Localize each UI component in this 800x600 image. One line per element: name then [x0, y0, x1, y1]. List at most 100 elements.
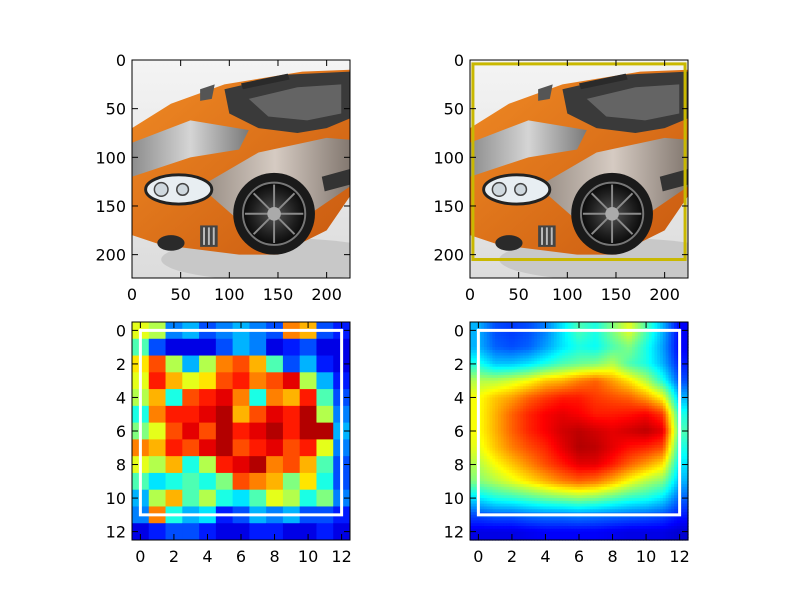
heatmap-cell	[646, 422, 650, 427]
heatmap-cell	[509, 444, 513, 449]
heatmap-cell	[634, 344, 639, 348]
heatmap-cell	[626, 464, 630, 468]
heatmap-cell	[523, 322, 527, 326]
heatmap-cell	[618, 380, 622, 385]
heatmap-cell	[646, 450, 650, 454]
heatmap-cell	[646, 458, 650, 463]
heatmap-cell	[601, 361, 605, 365]
heatmap-cell	[604, 450, 608, 454]
heatmap-cell	[570, 335, 575, 340]
heatmap-cell	[576, 377, 580, 382]
heatmap-cell	[537, 366, 541, 371]
heatmap-cell	[539, 335, 544, 340]
heatmap-cell	[534, 447, 538, 452]
heatmap-cell	[576, 347, 580, 351]
heatmap-cell	[528, 330, 533, 334]
heatmap-cell	[654, 391, 658, 396]
heatmap-cell	[679, 347, 684, 351]
heatmap-cell	[531, 322, 535, 326]
heatmap-cell	[598, 475, 602, 480]
heatmap-cell	[495, 397, 499, 401]
heatmap-cell	[609, 484, 614, 488]
heatmap-cell	[520, 324, 524, 329]
heatmap-cell	[517, 383, 521, 387]
heatmap-cell	[517, 349, 521, 354]
heatmap-cell	[654, 372, 658, 376]
heatmap-cell	[165, 338, 183, 357]
heatmap-cell	[565, 433, 569, 438]
heatmap-cell	[671, 456, 675, 460]
heatmap-cell	[685, 330, 689, 334]
heatmap-cell	[548, 447, 552, 452]
heatmap-cell	[598, 394, 602, 399]
heatmap-cell	[503, 458, 507, 463]
heatmap-cell	[618, 386, 622, 390]
heatmap-cell	[537, 444, 541, 449]
heatmap-cell	[562, 403, 566, 407]
heatmap-cell	[528, 436, 533, 440]
heatmap-cell	[654, 431, 658, 435]
heatmap-cell	[520, 436, 524, 440]
heatmap-cell	[618, 363, 622, 368]
heatmap-cell	[559, 428, 563, 432]
heatmap-cell	[523, 380, 527, 385]
heatmap-cell	[551, 344, 555, 348]
heatmap-cell	[626, 349, 630, 354]
heatmap-cell	[486, 431, 491, 435]
heatmap-cell	[620, 372, 625, 376]
heatmap-cell	[503, 481, 507, 485]
heatmap-cell	[542, 349, 547, 354]
heatmap-cell	[660, 389, 664, 393]
heatmap-cell	[606, 464, 611, 468]
heatmap-cell	[483, 428, 488, 432]
heatmap-cell	[651, 442, 656, 446]
heatmap-cell	[509, 400, 513, 404]
heatmap-cell	[542, 405, 547, 410]
heatmap-cell	[539, 375, 544, 379]
heatmap-cell	[316, 389, 334, 407]
heatmap-cell	[500, 408, 505, 413]
heatmap-cell	[472, 355, 477, 359]
heatmap-cell	[500, 341, 505, 345]
heatmap-cell	[232, 472, 250, 491]
heatmap-cell	[581, 383, 586, 387]
heatmap-cell	[517, 486, 521, 491]
heatmap-cell	[648, 377, 653, 382]
heatmap-cell	[634, 433, 639, 438]
heatmap-cell	[509, 377, 513, 382]
heatmap-cell	[623, 380, 628, 385]
heatmap-cell	[478, 349, 482, 354]
heatmap-cell	[565, 372, 569, 376]
heatmap-cell	[623, 372, 628, 376]
heatmap-cell	[486, 361, 491, 365]
heatmap-cell	[567, 383, 572, 387]
heatmap-cell	[565, 352, 569, 357]
heatmap-cell	[609, 453, 614, 457]
heatmap-cell	[517, 478, 521, 482]
heatmap-cell	[654, 414, 658, 418]
heatmap-cell	[559, 403, 563, 407]
heatmap-cell	[534, 417, 538, 421]
heatmap-cell	[668, 324, 672, 329]
heatmap-cell	[640, 417, 644, 421]
heatmap-cell	[528, 349, 533, 354]
heatmap-cell	[567, 377, 572, 382]
heatmap-cell	[674, 355, 678, 359]
heatmap-cell	[573, 405, 577, 410]
heatmap-cell	[483, 475, 488, 480]
heatmap-cell	[576, 383, 580, 387]
heatmap-cell	[657, 386, 661, 390]
heatmap-cell	[654, 428, 658, 432]
heatmap-cell	[592, 372, 597, 376]
heatmap-cell	[648, 408, 653, 413]
heatmap-cell	[634, 456, 639, 460]
heatmap-cell	[559, 363, 563, 368]
heatmap-cell	[595, 377, 600, 382]
heatmap-cell	[553, 344, 558, 348]
heatmap-cell	[668, 458, 672, 463]
heatmap-cell	[626, 375, 630, 379]
heatmap-cell	[509, 361, 513, 365]
heatmap-cell	[671, 405, 675, 410]
heatmap-cell	[506, 366, 510, 371]
heatmap-cell	[662, 363, 667, 368]
